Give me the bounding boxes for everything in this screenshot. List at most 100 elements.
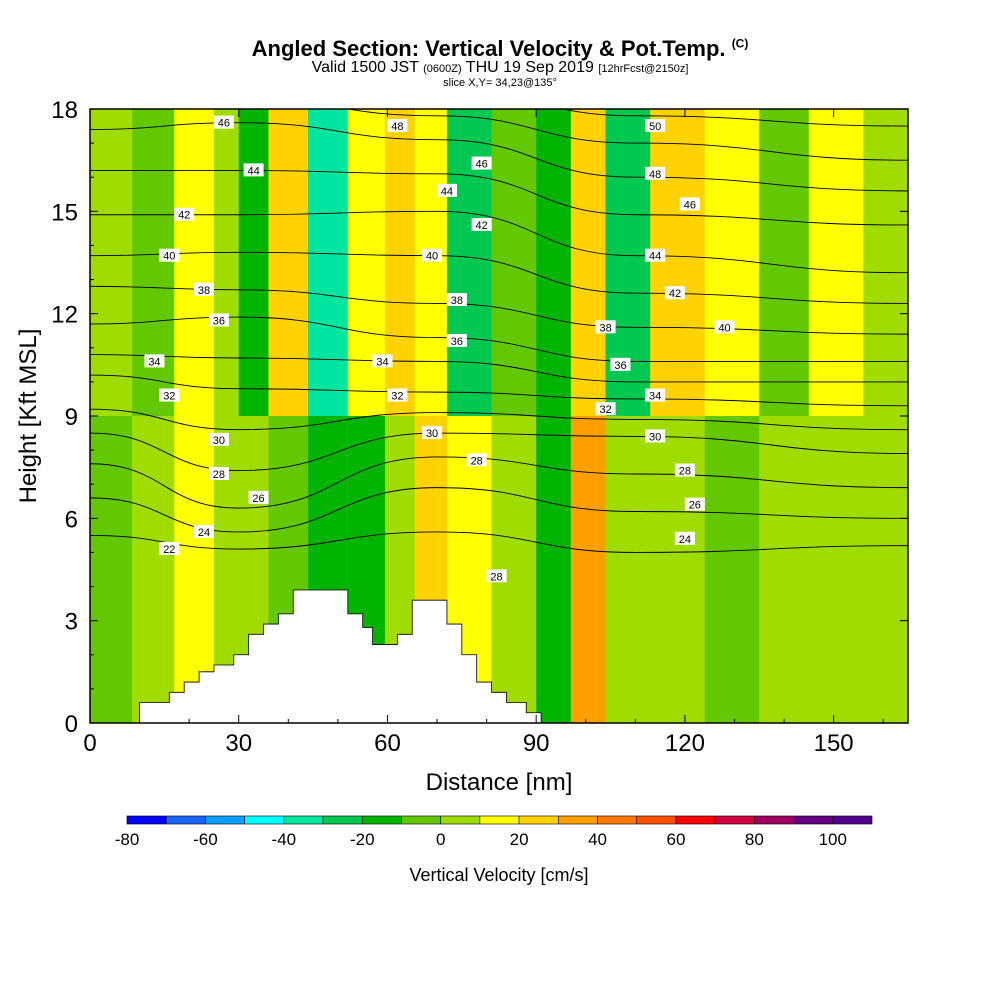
colorbar-tick-label: 40	[588, 830, 607, 849]
x-tick-label: 120	[665, 730, 705, 757]
contour-label-box	[610, 357, 631, 371]
contour-label: 28	[208, 466, 229, 481]
velocity-cell-upper	[414, 109, 447, 416]
colorbar-tick-label: 60	[666, 830, 685, 849]
y-tick-label: 15	[51, 199, 78, 226]
contour-label: 32	[595, 402, 616, 416]
contour-label-text: 32	[391, 391, 403, 403]
theta-contour-28	[90, 432, 908, 472]
y-tick-label: 18	[51, 97, 78, 124]
colorbar-tick-label: 80	[745, 830, 764, 849]
velocity-cell-lower	[808, 416, 864, 723]
contour-label-box	[645, 166, 666, 180]
contour-label: 24	[674, 531, 695, 546]
theta-contour-30	[90, 408, 908, 431]
velocity-cell-lower	[605, 416, 651, 723]
contour-label: 42	[664, 286, 685, 300]
colorbar: -80 -60 -40 -20 0 20 40 60 80 100	[115, 815, 873, 849]
velocity-cell-upper	[704, 109, 760, 416]
theta-contour-labels: 22 24 26 28 30 32 34 36 38 40 42 44 46 48 46 44 42 40 38 36…	[144, 115, 735, 583]
y-tick-label: 3	[65, 609, 78, 636]
contour-label: 42	[174, 207, 195, 222]
contour-label: 46	[471, 156, 492, 171]
forecast-info: [12hrFcst@2150z]	[598, 63, 689, 75]
contour-label-box	[466, 453, 487, 467]
contour-label-text: 28	[471, 455, 483, 467]
contour-label: 46	[213, 115, 234, 130]
colorbar-swatch	[401, 815, 441, 825]
contour-label: 30	[208, 432, 229, 447]
colorbar-swatch	[832, 815, 873, 825]
velocity-cell-lower	[90, 416, 133, 723]
contour-label-text: 34	[148, 356, 160, 368]
contour-label: 36	[208, 313, 229, 327]
chart-title-text: Angled Section: Vertical Velocity & Pot.…	[251, 36, 726, 61]
colorbar-swatch	[440, 815, 481, 825]
contour-label-text: 40	[718, 322, 730, 334]
colorbar-swatch	[754, 815, 794, 825]
contour-label-box	[243, 163, 264, 177]
slice-info: slice X,Y= 34,23@135°	[443, 77, 557, 89]
contour-label: 40	[714, 320, 735, 334]
contour-label-box	[208, 313, 229, 327]
contour-label-box	[595, 402, 616, 416]
contour-label-box	[674, 531, 695, 545]
contour-label-box	[248, 490, 269, 504]
contour-label: 38	[446, 293, 467, 307]
terrain	[90, 589, 908, 724]
contour-label: 30	[645, 429, 666, 443]
x-tick-label: 30	[225, 730, 252, 757]
contour-label-box	[679, 197, 700, 211]
contour-label-box	[144, 354, 165, 368]
colorbar-swatch	[126, 815, 167, 825]
colorbar-swatch	[675, 815, 716, 825]
contour-label: 34	[144, 354, 165, 368]
contour-label-box	[674, 463, 695, 477]
colorbar-swatch	[165, 815, 206, 825]
contour-label-text: 40	[426, 251, 438, 263]
contour-label: 48	[387, 119, 408, 133]
velocity-cell-upper	[90, 109, 133, 416]
contour-label-box	[471, 156, 492, 170]
colorbar-tick-label: -80	[115, 830, 140, 849]
chart-title: Angled Section: Vertical Velocity & Pot.…	[0, 36, 1000, 62]
contour-label: 44	[645, 248, 666, 263]
contour-label-text: 38	[198, 285, 210, 297]
contour-label-box	[645, 429, 666, 443]
colorbar-tick-label: 100	[819, 830, 847, 849]
velocity-shading	[90, 109, 908, 723]
colorbar-tick-label: -40	[272, 830, 297, 849]
colorbar-swatch	[714, 815, 755, 825]
contour-label: 28	[486, 569, 507, 583]
y-axis-label: Height [Kft MSL]	[15, 329, 42, 504]
velocity-cell-lower	[536, 416, 571, 723]
velocity-cell-upper	[308, 109, 348, 416]
contour-label-text: 28	[213, 469, 225, 481]
contour-label-text: 44	[441, 186, 453, 198]
x-axis-label: Distance [nm]	[426, 769, 573, 796]
contour-label-box	[645, 388, 666, 402]
theta-contour-26	[90, 456, 908, 509]
contour-label: 32	[159, 388, 180, 403]
contour-label-box	[372, 354, 393, 368]
colorbar-tick-label: -20	[350, 830, 375, 849]
contour-label: 48	[645, 166, 666, 181]
colorbar-swatch	[518, 815, 559, 825]
contour-label: 40	[159, 248, 180, 263]
contour-label-box	[446, 293, 467, 307]
contour-label-text: 30	[649, 431, 661, 443]
contour-label-box	[486, 569, 507, 583]
theta-contour-40	[90, 251, 908, 304]
contour-label-box	[595, 320, 616, 334]
velocity-cell-upper	[213, 109, 239, 416]
terrain-mask	[90, 589, 908, 724]
theta-contour-50	[561, 109, 908, 127]
contour-label-box	[159, 388, 180, 402]
contour-label-box	[645, 119, 666, 133]
contour-label: 38	[194, 282, 215, 297]
contour-label-text: 42	[476, 220, 488, 232]
valid-time-line: Valid 1500 JST (0600Z) THU 19 Sep 2019 […	[0, 59, 1000, 77]
theta-contour-34	[90, 354, 908, 383]
velocity-cell-lower	[759, 416, 809, 723]
